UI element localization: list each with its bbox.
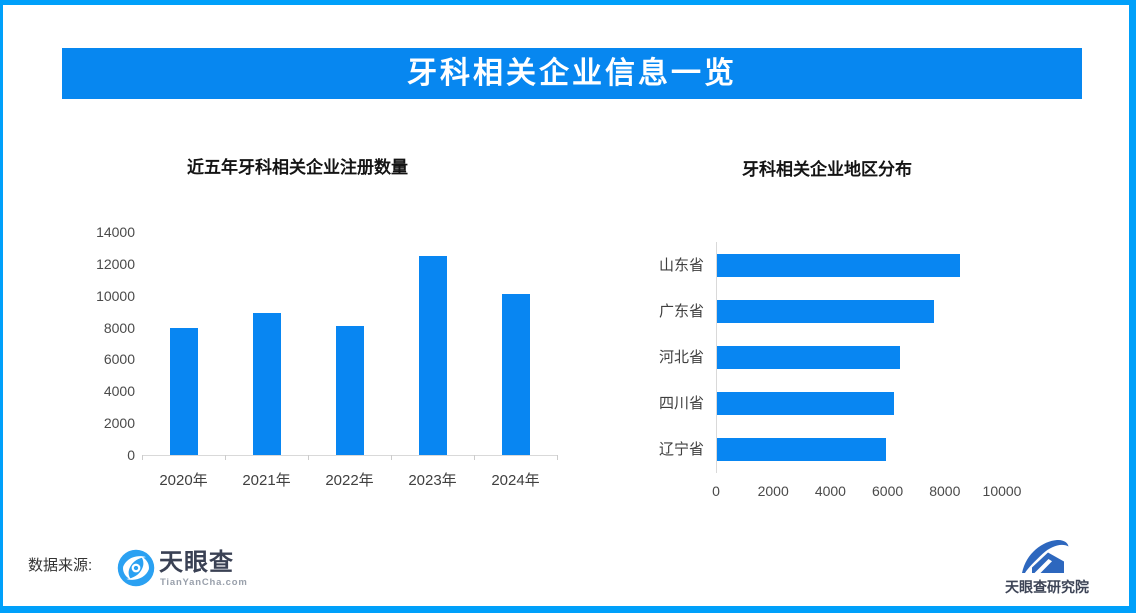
x-axis-label: 2000 bbox=[757, 483, 789, 499]
x-axis-tick bbox=[308, 455, 309, 460]
y-axis-label: 14000 bbox=[96, 224, 135, 240]
research-institute-wordmark: 天眼查研究院 bbox=[1005, 579, 1089, 595]
tianyancha-domain: TianYanCha.com bbox=[160, 577, 248, 588]
x-axis-line bbox=[142, 455, 557, 456]
frame-border-right bbox=[1129, 0, 1136, 613]
y-axis-label: 8000 bbox=[103, 319, 135, 336]
x-axis-label: 10000 bbox=[982, 483, 1022, 499]
tianyancha-eye-icon bbox=[117, 549, 155, 592]
category-label: 四川省 bbox=[658, 395, 704, 413]
frame-border-bottom bbox=[0, 606, 1136, 613]
y-axis-line bbox=[716, 242, 717, 473]
x-axis-tick bbox=[142, 455, 143, 460]
x-axis-tick bbox=[557, 455, 558, 460]
bar-2023年 bbox=[418, 255, 447, 455]
bar-2021年 bbox=[252, 313, 281, 455]
x-axis-label: 2022年 bbox=[325, 472, 374, 489]
left-chart-title: 近五年牙科相关企业注册数量 bbox=[187, 158, 408, 177]
y-axis-label: 4000 bbox=[103, 383, 135, 400]
bar-山东省 bbox=[717, 253, 961, 277]
x-axis-label: 2023年 bbox=[408, 472, 457, 489]
bar-河北省 bbox=[717, 346, 901, 369]
x-axis-label: 0 bbox=[712, 483, 720, 499]
bar-2022年 bbox=[335, 325, 364, 455]
y-axis-label: 0 bbox=[127, 447, 135, 463]
y-axis-label: 6000 bbox=[103, 351, 135, 368]
bar-辽宁省 bbox=[717, 438, 886, 462]
x-axis-tick bbox=[474, 455, 475, 460]
x-axis-tick bbox=[391, 455, 392, 460]
tianyancha-wordmark: 天眼查 bbox=[159, 549, 234, 576]
bar-2020年 bbox=[169, 327, 198, 455]
x-axis-label: 6000 bbox=[872, 483, 904, 499]
category-label: 河北省 bbox=[658, 349, 704, 366]
bar-2024年 bbox=[501, 294, 530, 455]
x-axis-label: 8000 bbox=[929, 483, 961, 499]
page-title: 牙科相关企业信息一览 bbox=[407, 57, 737, 90]
y-axis-label: 10000 bbox=[96, 287, 135, 304]
y-axis-label: 12000 bbox=[96, 255, 135, 272]
research-institute-icon bbox=[1019, 537, 1071, 582]
x-axis-tick bbox=[225, 455, 226, 460]
x-axis-label: 2021年 bbox=[242, 472, 291, 489]
right-chart-title: 牙科相关企业地区分布 bbox=[742, 160, 912, 179]
category-label: 广东省 bbox=[658, 302, 704, 320]
category-label: 山东省 bbox=[658, 256, 704, 274]
y-axis-label: 2000 bbox=[103, 415, 135, 432]
category-label: 辽宁省 bbox=[658, 441, 704, 459]
x-axis-label: 2024年 bbox=[491, 472, 540, 489]
title-banner: 牙科相关企业信息一览 bbox=[62, 48, 1082, 99]
data-source-label: 数据来源: bbox=[28, 557, 93, 574]
frame-border-left bbox=[0, 0, 3, 613]
bar-四川省 bbox=[717, 392, 895, 416]
frame-border-top bbox=[0, 0, 1136, 5]
bar-广东省 bbox=[717, 299, 935, 323]
x-axis-label: 4000 bbox=[814, 483, 846, 499]
x-axis-label: 2020年 bbox=[159, 472, 208, 489]
